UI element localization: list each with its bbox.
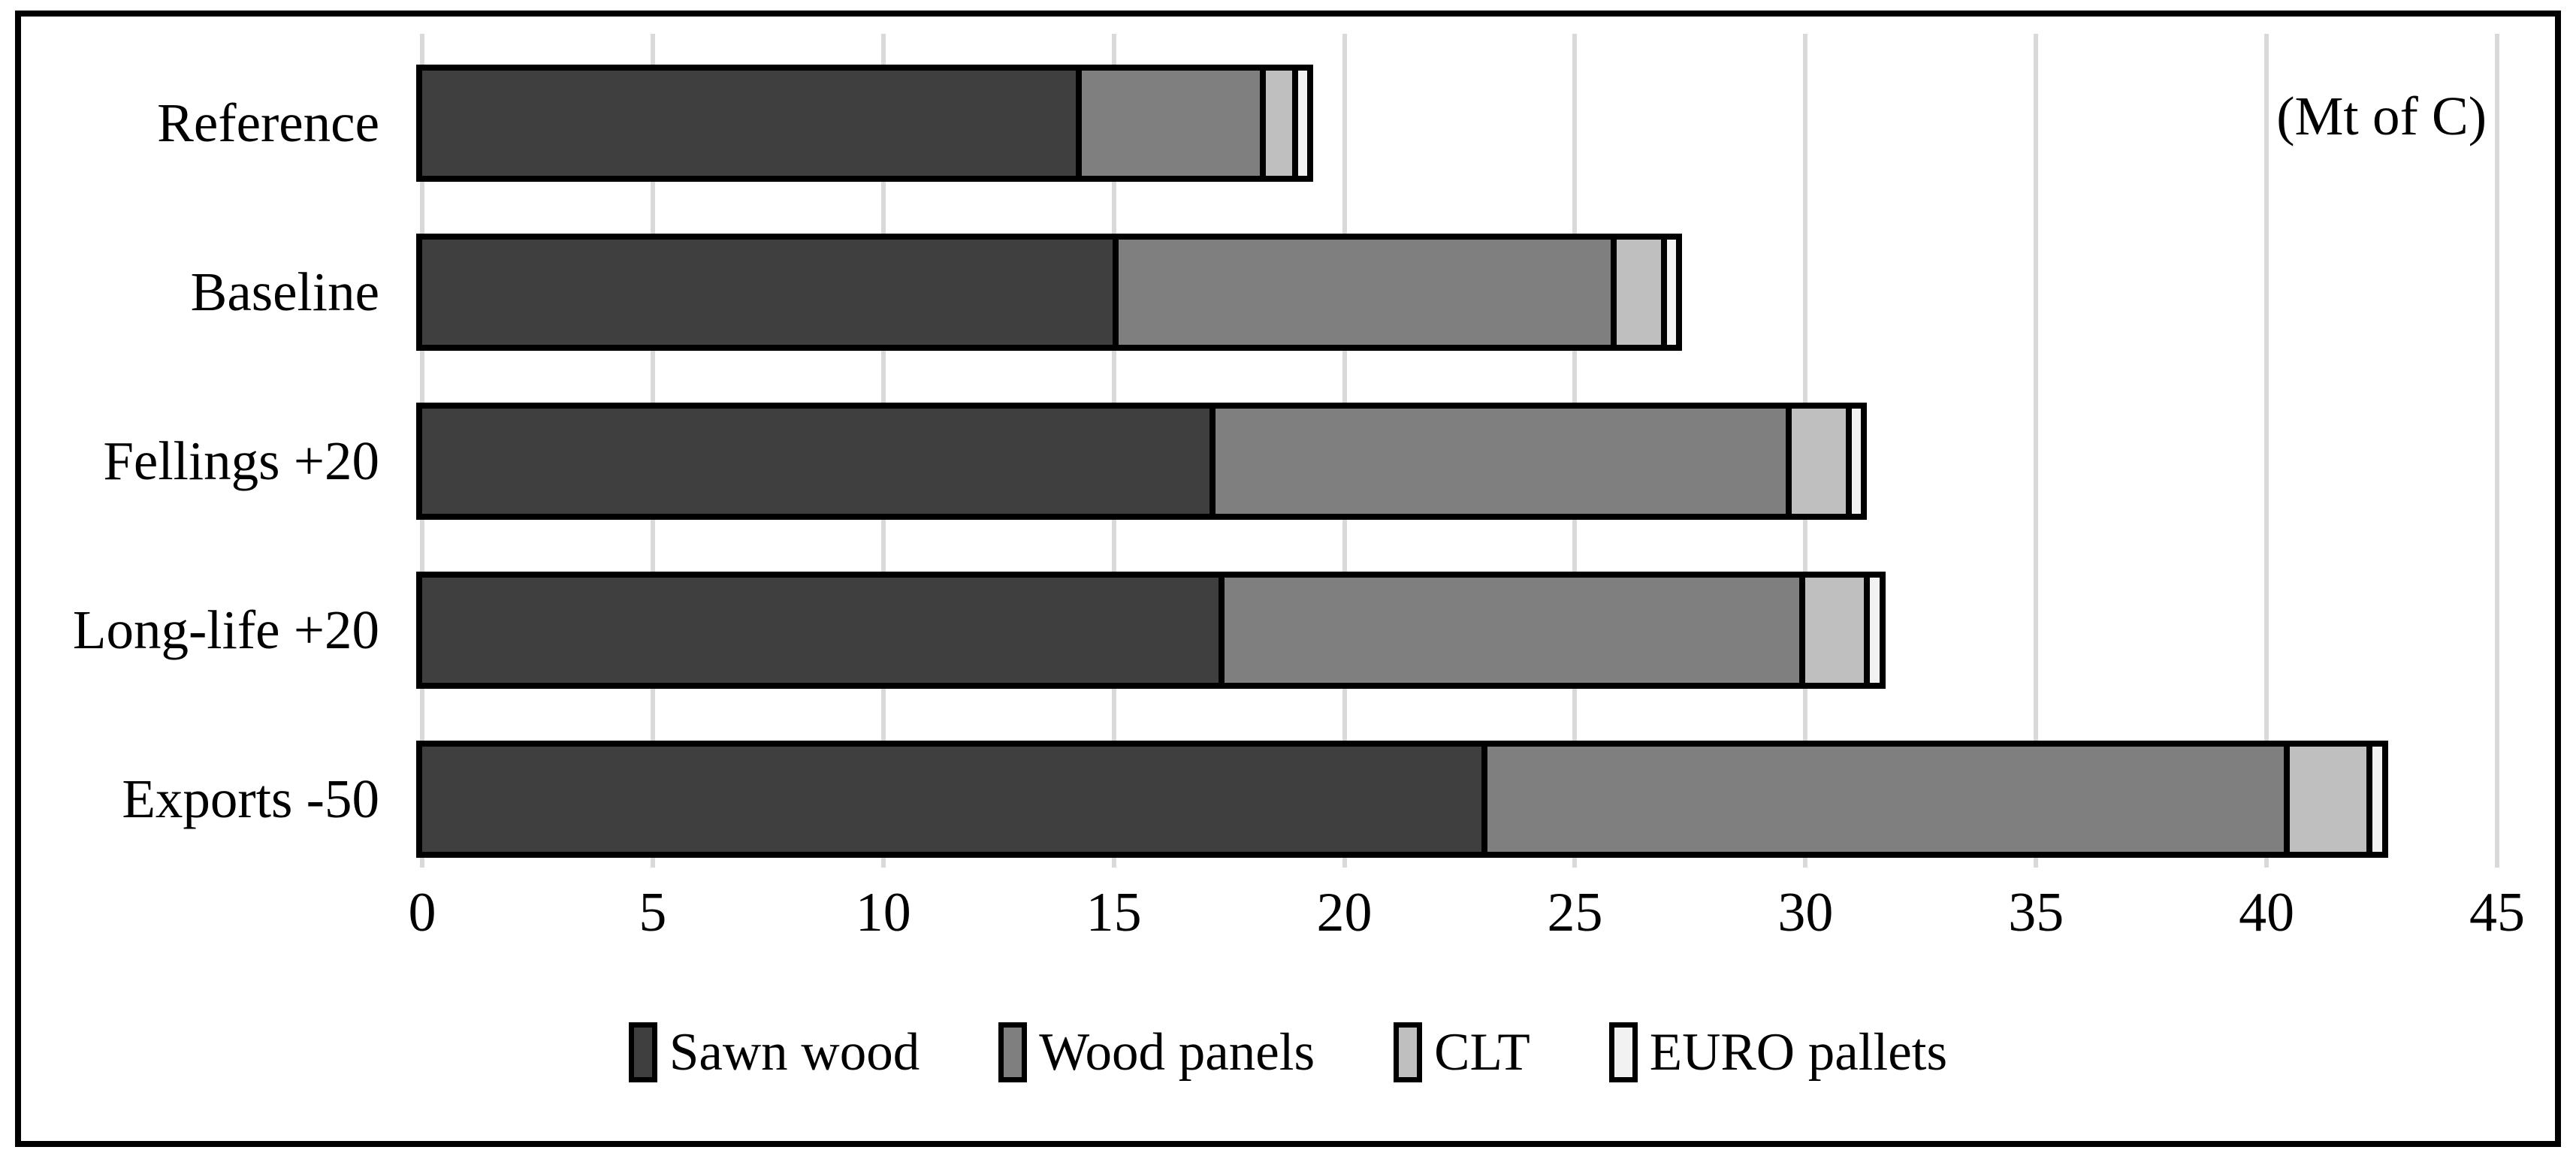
bar-segment-wood-panels — [1224, 578, 1806, 683]
bar-segment-sawn-wood — [422, 240, 1119, 345]
legend-swatch — [998, 1022, 1028, 1082]
bar-segment-sawn-wood — [422, 409, 1216, 514]
legend-item: CLT — [1394, 1020, 1530, 1085]
x-tick-label: 25 — [1547, 882, 1603, 943]
gridline — [2034, 34, 2039, 868]
bar-segment-clt — [1791, 409, 1852, 514]
x-tick-label: 40 — [2239, 882, 2295, 943]
x-tick-label: 15 — [1086, 882, 1142, 943]
legend-label: Wood panels — [1039, 1023, 1315, 1082]
gridline — [2264, 34, 2269, 868]
legend-item: Wood panels — [998, 1020, 1315, 1085]
unit-annotation: (Mt of C) — [2276, 86, 2487, 146]
x-tick-label: 30 — [1777, 882, 1834, 943]
gridline — [2495, 34, 2499, 868]
bar-segment-wood-panels — [1487, 747, 2290, 852]
bar-segment-euro-pallets — [1298, 71, 1308, 176]
x-tick-label: 45 — [2469, 882, 2525, 943]
legend-swatch — [1608, 1022, 1638, 1082]
bar-segment-euro-pallets — [1870, 578, 1880, 683]
x-tick-label: 0 — [408, 882, 436, 943]
legend-label: CLT — [1434, 1023, 1530, 1082]
legend-item: EURO pallets — [1608, 1020, 1948, 1085]
bar-segment-sawn-wood — [422, 71, 1082, 176]
bar-segment-clt — [1805, 578, 1871, 683]
x-tick-label: 10 — [855, 882, 911, 943]
bar-segment-euro-pallets — [1667, 240, 1677, 345]
bar-segment-wood-panels — [1118, 240, 1617, 345]
x-tick-label: 35 — [2008, 882, 2064, 943]
category-label: Baseline — [190, 261, 379, 322]
bar-row — [416, 65, 1314, 182]
bar-segment-wood-panels — [1215, 409, 1792, 514]
bar-segment-euro-pallets — [1851, 409, 1861, 514]
bar-segment-sawn-wood — [422, 578, 1225, 683]
x-tick-label: 5 — [639, 882, 667, 943]
bar-row — [416, 741, 2388, 858]
legend-swatch — [1394, 1022, 1423, 1082]
bar-segment-sawn-wood — [422, 747, 1487, 852]
figure-border — [15, 11, 2561, 1147]
plot-area — [416, 34, 2499, 868]
bar-row — [416, 572, 1886, 689]
bar-segment-wood-panels — [1081, 71, 1267, 176]
x-tick-label: 20 — [1316, 882, 1373, 943]
legend-label: Sawn wood — [669, 1023, 920, 1082]
legend-label: EURO pallets — [1649, 1023, 1948, 1082]
legend: Sawn wood Wood panels CLT EURO pallets — [30, 1020, 2546, 1085]
bar-segment-clt — [2289, 747, 2373, 852]
bar-segment-clt — [1616, 240, 1668, 345]
bar-row — [416, 403, 1867, 520]
category-label: Fellings +20 — [103, 430, 379, 491]
bar-segment-euro-pallets — [2372, 747, 2382, 852]
category-label: Long-life +20 — [72, 599, 379, 660]
legend-swatch — [628, 1022, 657, 1082]
legend-item: Sawn wood — [628, 1020, 920, 1085]
bar-segment-clt — [1266, 71, 1299, 176]
category-label: Exports -50 — [122, 768, 379, 829]
bar-row — [416, 234, 1683, 351]
category-label: Reference — [157, 92, 379, 153]
